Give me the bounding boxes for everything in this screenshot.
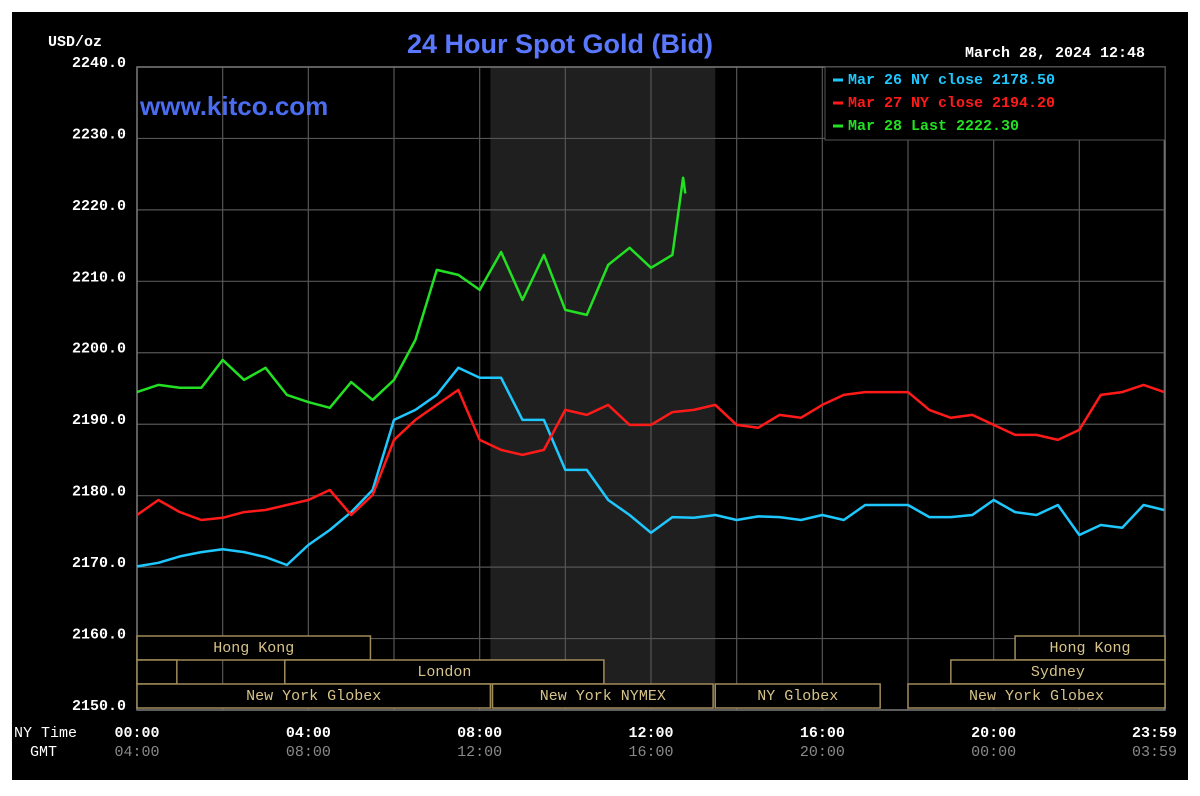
legend-label: Mar 28 Last 2222.30 xyxy=(848,118,1019,135)
session-label: Hong Kong xyxy=(1050,640,1131,657)
series-line xyxy=(136,366,1165,568)
session-box xyxy=(136,635,372,661)
y-tick-label: 2200.0 xyxy=(72,341,126,358)
session-label: Hong Kong xyxy=(213,640,294,657)
y-tick-label: 2240.0 xyxy=(72,55,126,72)
session-box xyxy=(136,659,178,685)
y-tick-label: 2190.0 xyxy=(72,412,126,429)
x-row-label: NY Time xyxy=(14,725,77,742)
session-label: New York Globex xyxy=(246,688,381,705)
chart-title: 24 Hour Spot Gold (Bid) xyxy=(407,29,713,59)
y-tick-label: 2170.0 xyxy=(72,555,126,572)
session-label: London xyxy=(417,664,471,681)
gmt-tick-label: 00:00 xyxy=(971,744,1016,761)
session-box xyxy=(491,683,714,709)
session-box xyxy=(136,683,492,709)
gmt-tick-label: 16:00 xyxy=(628,744,673,761)
x-tick-label: 23:59 xyxy=(1132,725,1177,742)
x-tick-label: 20:00 xyxy=(971,725,1016,742)
x-tick-label: 00:00 xyxy=(114,725,159,742)
legend-label: Mar 26 NY close 2178.50 xyxy=(848,72,1055,89)
legend-box xyxy=(824,66,1166,141)
session-box xyxy=(714,683,881,709)
session-box xyxy=(907,683,1166,709)
y-tick-label: 2220.0 xyxy=(72,198,126,215)
gmt-row-label: GMT xyxy=(30,744,57,761)
gmt-tick-label: 20:00 xyxy=(800,744,845,761)
watermark: www.kitco.com xyxy=(139,91,328,121)
plot-frame xyxy=(136,66,1166,711)
session-box xyxy=(950,659,1166,685)
session-label: NY Globex xyxy=(757,688,838,705)
gmt-tick-label: 08:00 xyxy=(286,744,331,761)
y-axis-label: USD/oz xyxy=(48,34,102,51)
y-tick-label: 2210.0 xyxy=(72,269,126,286)
y-tick-label: 2180.0 xyxy=(72,484,126,501)
gmt-tick-label: 04:00 xyxy=(114,744,159,761)
session-label: Sydney xyxy=(1031,664,1085,681)
x-tick-label: 08:00 xyxy=(457,725,502,742)
legend-label: Mar 27 NY close 2194.20 xyxy=(848,95,1055,112)
session-label: New York NYMEX xyxy=(540,688,666,705)
series-line xyxy=(136,176,687,410)
series-line xyxy=(136,383,1165,522)
y-tick-label: 2160.0 xyxy=(72,627,126,644)
x-tick-label: 12:00 xyxy=(628,725,673,742)
y-tick-label: 2150.0 xyxy=(72,698,126,715)
session-label: New York Globex xyxy=(969,688,1104,705)
highlight-band xyxy=(490,67,716,710)
session-box xyxy=(284,659,605,685)
plot: 2150.0 2160.0 2170.0 2180.0 2190.0 2200.0 2210… xyxy=(72,55,1177,761)
timestamp: March 28, 2024 12:48 xyxy=(965,45,1145,62)
x-tick-label: 04:00 xyxy=(286,725,331,742)
gmt-tick-label: 03:59 xyxy=(1132,744,1177,761)
y-tick-label: 2230.0 xyxy=(72,126,126,143)
x-tick-label: 16:00 xyxy=(800,725,845,742)
gmt-tick-label: 12:00 xyxy=(457,744,502,761)
